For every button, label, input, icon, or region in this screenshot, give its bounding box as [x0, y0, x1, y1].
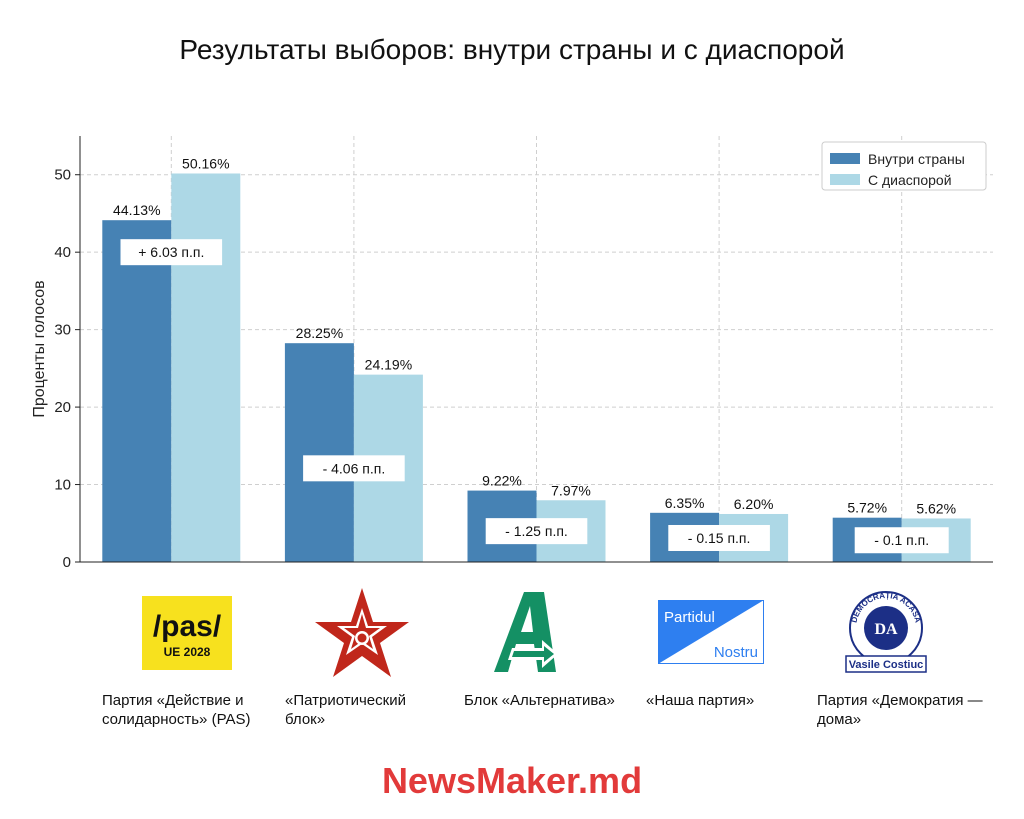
bar-domestic — [102, 220, 172, 562]
green-a-icon — [494, 592, 560, 672]
difference-box — [120, 239, 223, 266]
bar-value-label: 5.72% — [847, 500, 887, 516]
red-star-hammer-sickle-icon — [312, 586, 412, 680]
bar-diaspora — [171, 173, 241, 562]
bar-value-label: 50.16% — [182, 155, 229, 171]
bar-value-label: 24.19% — [365, 357, 412, 373]
bar-chart: 0 10 20 30 40 50 44.13% 50.16% + 6.03 п.п. 28.25%… — [31, 136, 993, 571]
democratia-acasa-logo: DEMOCRAȚIA ACASĂ DA Vasile Costiuc — [844, 590, 928, 676]
party-name-alternativa: Блок «Альтернатива» — [464, 692, 615, 709]
bar-value-label: 7.97% — [551, 482, 591, 498]
bar-value-label: 9.22% — [482, 473, 522, 489]
bar-value-label: 5.62% — [916, 500, 956, 516]
difference-label: - 1.25 п.п. — [505, 523, 568, 539]
logo-da-text: DA — [874, 621, 898, 638]
difference-label: - 0.15 п.п. — [688, 530, 751, 546]
difference-box — [485, 518, 588, 545]
brand-logo-text: NewsMaker.md — [381, 760, 643, 801]
difference-box — [303, 455, 405, 482]
difference-label: - 4.06 п.п. — [323, 460, 386, 476]
difference-label: + 6.03 п.п. — [138, 244, 204, 260]
party-name-pas: Партия «Действие и солидарность» (PAS) — [102, 692, 251, 728]
difference-box — [854, 527, 949, 554]
bar-value-label: 6.20% — [734, 496, 774, 512]
party-name-democratia: Партия «Демократия — дома» — [817, 692, 983, 728]
y-tick-label: 40 — [54, 244, 71, 261]
y-tick-label: 0 — [63, 554, 71, 571]
bar-domestic — [284, 343, 354, 562]
bar-value-label: 44.13% — [113, 202, 160, 218]
y-tick-label: 30 — [54, 322, 71, 339]
pas-logo-text: /pas/ — [153, 610, 222, 643]
y-axis-label: Проценты голосов — [31, 280, 48, 417]
partidul-text: Partidul — [664, 609, 715, 626]
party-name-patriotic: «Патриотический блок» — [285, 692, 406, 728]
legend-swatch — [830, 174, 860, 185]
y-tick-label: 20 — [54, 399, 71, 416]
party-name-nasha: «Наша партия» — [646, 692, 755, 709]
legend-swatch — [830, 153, 860, 164]
nostru-text: Nostru — [714, 644, 758, 661]
legend-entry: С диаспорой — [868, 172, 952, 188]
bar-value-label: 28.25% — [296, 325, 343, 341]
pas-logo-sub: UE 2028 — [164, 645, 211, 659]
logo-banner-text: Vasile Costiuc — [849, 659, 924, 671]
y-tick-label: 10 — [54, 477, 71, 494]
difference-box — [668, 524, 770, 551]
pas-logo: /pas/ UE 2028 — [142, 596, 232, 670]
bar-value-label: 6.35% — [665, 495, 705, 511]
partidul-nostru-logo: Partidul Nostru — [658, 600, 764, 664]
legend-entry: Внутри страны — [868, 151, 965, 167]
chart-title: Результаты выборов: внутри страны и с ди… — [179, 34, 845, 65]
legend-box — [821, 141, 987, 191]
difference-label: - 0.1 п.п. — [874, 532, 929, 548]
y-tick-label: 50 — [54, 167, 71, 184]
